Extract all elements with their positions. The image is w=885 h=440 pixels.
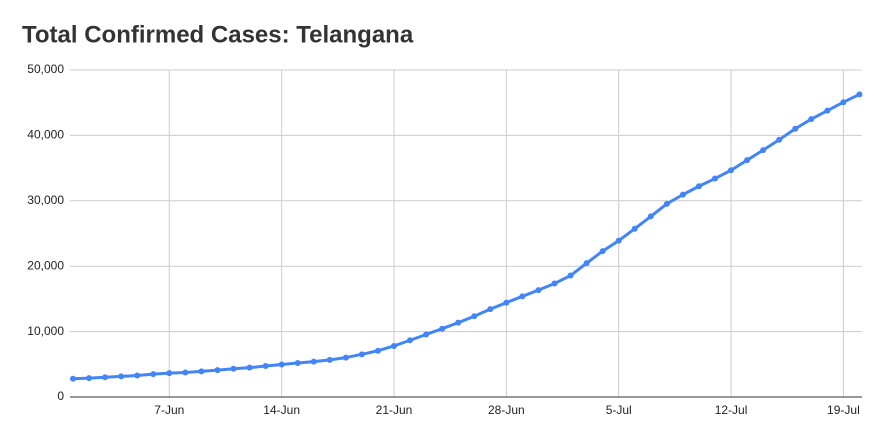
x-tick-label: 7-Jun — [154, 403, 184, 417]
data-point — [423, 331, 430, 338]
data-point — [182, 369, 189, 376]
data-point — [102, 374, 109, 381]
x-tick-label: 19-Jul — [827, 403, 860, 417]
y-tick-label: 40,000 — [27, 128, 64, 142]
data-point — [599, 248, 606, 255]
data-point — [310, 358, 317, 365]
data-point — [776, 136, 783, 143]
data-point — [407, 337, 414, 344]
data-point — [166, 370, 173, 377]
data-point — [535, 287, 542, 294]
y-tick-label: 30,000 — [27, 193, 64, 207]
data-point — [567, 272, 574, 279]
data-point — [487, 306, 494, 313]
data-point — [391, 342, 397, 349]
data-point — [134, 372, 141, 379]
data-point — [278, 361, 285, 368]
data-point — [86, 375, 93, 382]
chart-title: Total Confirmed Cases: Telangana — [22, 21, 414, 48]
data-point — [519, 293, 526, 300]
data-point — [824, 107, 831, 114]
data-point — [150, 371, 157, 378]
data-point — [631, 225, 638, 232]
x-tick-label: 14-Jun — [263, 403, 300, 417]
data-point — [728, 167, 735, 174]
y-tick-label: 0 — [57, 389, 64, 403]
data-point — [792, 125, 799, 132]
data-point — [840, 99, 847, 106]
data-point — [503, 299, 510, 306]
data-point — [471, 313, 478, 320]
data-point — [663, 200, 670, 207]
y-tick-label: 10,000 — [27, 324, 64, 338]
y-tick-label: 20,000 — [27, 258, 64, 272]
data-point — [583, 260, 590, 267]
data-point — [262, 363, 269, 370]
data-point — [856, 91, 863, 98]
data-point — [615, 237, 622, 244]
data-point — [808, 116, 815, 123]
data-point — [342, 354, 349, 361]
data-point — [358, 351, 365, 358]
y-tick-label: 50,000 — [27, 62, 64, 76]
data-point — [294, 360, 301, 367]
data-point — [551, 280, 558, 287]
data-point — [760, 147, 767, 154]
x-tick-label: 5-Jul — [606, 403, 632, 417]
x-tick-label: 28-Jun — [488, 403, 525, 417]
data-point — [246, 364, 253, 371]
data-point — [198, 368, 205, 375]
data-point — [374, 347, 381, 354]
data-point — [214, 367, 221, 374]
x-tick-label: 21-Jun — [376, 403, 413, 417]
data-point — [118, 373, 125, 380]
data-point — [695, 183, 702, 190]
data-point — [70, 375, 76, 382]
data-point — [439, 325, 446, 332]
data-point — [326, 356, 333, 363]
x-tick-label: 12-Jul — [715, 403, 748, 417]
data-point — [712, 175, 718, 182]
data-point — [455, 319, 462, 326]
data-point — [744, 157, 751, 164]
data-point — [230, 365, 237, 372]
data-point — [679, 191, 686, 198]
data-point — [647, 213, 654, 220]
